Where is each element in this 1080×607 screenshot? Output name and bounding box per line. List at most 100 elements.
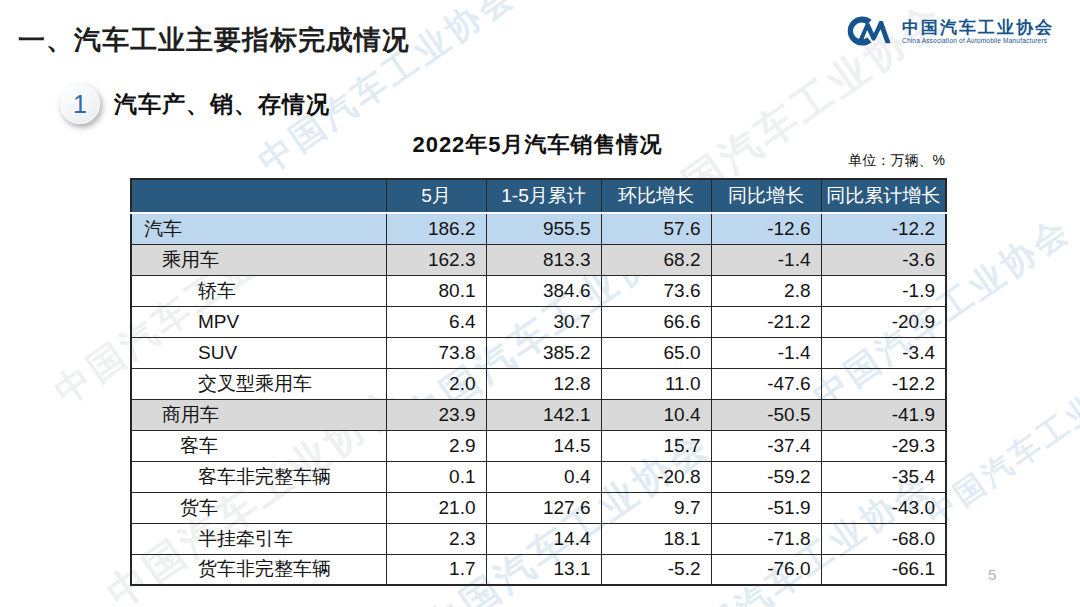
data-cell: -1.9 — [821, 275, 946, 306]
caam-logo-name-en: China Association of Automobile Manufact… — [902, 37, 1054, 44]
caam-logo-text: 中国汽车工业协会 China Association of Automobile… — [902, 18, 1054, 45]
table-body: 汽车186.2955.557.6-12.6-12.2乘用车162.3813.36… — [131, 213, 946, 585]
row-label: 商用车 — [131, 399, 386, 430]
data-cell: -35.4 — [821, 461, 946, 492]
data-cell: 385.2 — [486, 337, 601, 368]
data-cell: -3.6 — [821, 244, 946, 275]
column-header: 环比增长 — [601, 179, 711, 213]
data-cell: 127.6 — [486, 492, 601, 523]
data-cell: -71.8 — [711, 523, 821, 554]
table-row: MPV6.430.766.6-21.2-20.9 — [131, 306, 946, 337]
row-label: 交叉型乘用车 — [131, 368, 386, 399]
data-cell: 186.2 — [386, 213, 486, 244]
data-cell: 2.9 — [386, 430, 486, 461]
data-cell: -51.9 — [711, 492, 821, 523]
data-cell: 142.1 — [486, 399, 601, 430]
data-cell: -68.0 — [821, 523, 946, 554]
data-cell: 384.6 — [486, 275, 601, 306]
data-cell: 80.1 — [386, 275, 486, 306]
column-header: 同比增长 — [711, 179, 821, 213]
row-label: 货车 — [131, 492, 386, 523]
column-header: 5月 — [386, 179, 486, 213]
table-row: 客车非完整车辆0.10.4-20.8-59.2-35.4 — [131, 461, 946, 492]
data-cell: 0.4 — [486, 461, 601, 492]
header-row: 5月1-5月累计环比增长同比增长同比累计增长 — [131, 179, 946, 213]
column-header: 同比累计增长 — [821, 179, 946, 213]
data-cell: 73.8 — [386, 337, 486, 368]
data-cell: -20.9 — [821, 306, 946, 337]
row-label: SUV — [131, 337, 386, 368]
data-cell: 813.3 — [486, 244, 601, 275]
table-row: SUV73.8385.265.0-1.4-3.4 — [131, 337, 946, 368]
data-cell: -41.9 — [821, 399, 946, 430]
row-label: 客车 — [131, 430, 386, 461]
data-cell: 73.6 — [601, 275, 711, 306]
section-number-badge: 1 — [60, 84, 100, 124]
data-cell: -59.2 — [711, 461, 821, 492]
row-label: 轿车 — [131, 275, 386, 306]
row-label: 货车非完整车辆 — [131, 554, 386, 585]
row-label: 半挂牵引车 — [131, 523, 386, 554]
section-title: 汽车产、销、存情况 — [114, 89, 330, 120]
caam-logo-icon — [838, 14, 894, 48]
data-cell: 10.4 — [601, 399, 711, 430]
data-cell: 2.3 — [386, 523, 486, 554]
table-row: 半挂牵引车2.314.418.1-71.8-68.0 — [131, 523, 946, 554]
column-header-category — [131, 179, 386, 213]
table-row: 汽车186.2955.557.6-12.6-12.2 — [131, 213, 946, 244]
data-cell: 15.7 — [601, 430, 711, 461]
data-cell: -5.2 — [601, 554, 711, 585]
data-cell: -1.4 — [711, 244, 821, 275]
row-label: 乘用车 — [131, 244, 386, 275]
table-row: 乘用车162.3813.368.2-1.4-3.6 — [131, 244, 946, 275]
data-cell: 14.5 — [486, 430, 601, 461]
table-head: 5月1-5月累计环比增长同比增长同比累计增长 — [131, 179, 946, 213]
table-row: 货车21.0127.69.7-51.9-43.0 — [131, 492, 946, 523]
data-cell: 162.3 — [386, 244, 486, 275]
data-cell: 57.6 — [601, 213, 711, 244]
caam-logo: 中国汽车工业协会 China Association of Automobile… — [838, 14, 1054, 48]
sales-table: 5月1-5月累计环比增长同比增长同比累计增长 汽车186.2955.557.6-… — [130, 178, 947, 586]
data-cell: 2.8 — [711, 275, 821, 306]
data-cell: -21.2 — [711, 306, 821, 337]
data-cell: 18.1 — [601, 523, 711, 554]
row-label: 汽车 — [131, 213, 386, 244]
data-cell: 2.0 — [386, 368, 486, 399]
page-number: 5 — [988, 566, 996, 583]
data-cell: -37.4 — [711, 430, 821, 461]
data-cell: 13.1 — [486, 554, 601, 585]
section-heading: 1 汽车产、销、存情况 — [60, 84, 330, 124]
data-cell: 0.1 — [386, 461, 486, 492]
data-cell: 30.7 — [486, 306, 601, 337]
row-label: MPV — [131, 306, 386, 337]
data-cell: 23.9 — [386, 399, 486, 430]
data-cell: -1.4 — [711, 337, 821, 368]
table-row: 客车2.914.515.7-37.4-29.3 — [131, 430, 946, 461]
data-cell: 21.0 — [386, 492, 486, 523]
data-cell: -12.2 — [821, 213, 946, 244]
caam-logo-name-cn: 中国汽车工业协会 — [902, 18, 1054, 38]
unit-label: 单位：万辆、% — [130, 152, 945, 170]
data-cell: 9.7 — [601, 492, 711, 523]
data-cell: 14.4 — [486, 523, 601, 554]
data-cell: -43.0 — [821, 492, 946, 523]
table-row: 商用车23.9142.110.4-50.5-41.9 — [131, 399, 946, 430]
data-cell: -76.0 — [711, 554, 821, 585]
data-cell: -66.1 — [821, 554, 946, 585]
page-title: 一、汽车工业主要指标完成情况 — [18, 22, 410, 58]
data-cell: 6.4 — [386, 306, 486, 337]
data-cell: 65.0 — [601, 337, 711, 368]
column-header: 1-5月累计 — [486, 179, 601, 213]
data-cell: 955.5 — [486, 213, 601, 244]
data-cell: -50.5 — [711, 399, 821, 430]
data-cell: 1.7 — [386, 554, 486, 585]
data-cell: -20.8 — [601, 461, 711, 492]
data-cell: -47.6 — [711, 368, 821, 399]
data-cell: -12.6 — [711, 213, 821, 244]
slide: 中国汽车工业协会 中国汽车工业协会 中国汽车工业协会 中国汽车工业协会 中国汽车… — [0, 0, 1080, 607]
data-cell: 68.2 — [601, 244, 711, 275]
row-label: 客车非完整车辆 — [131, 461, 386, 492]
data-cell: -3.4 — [821, 337, 946, 368]
data-cell: 12.8 — [486, 368, 601, 399]
data-cell: -29.3 — [821, 430, 946, 461]
